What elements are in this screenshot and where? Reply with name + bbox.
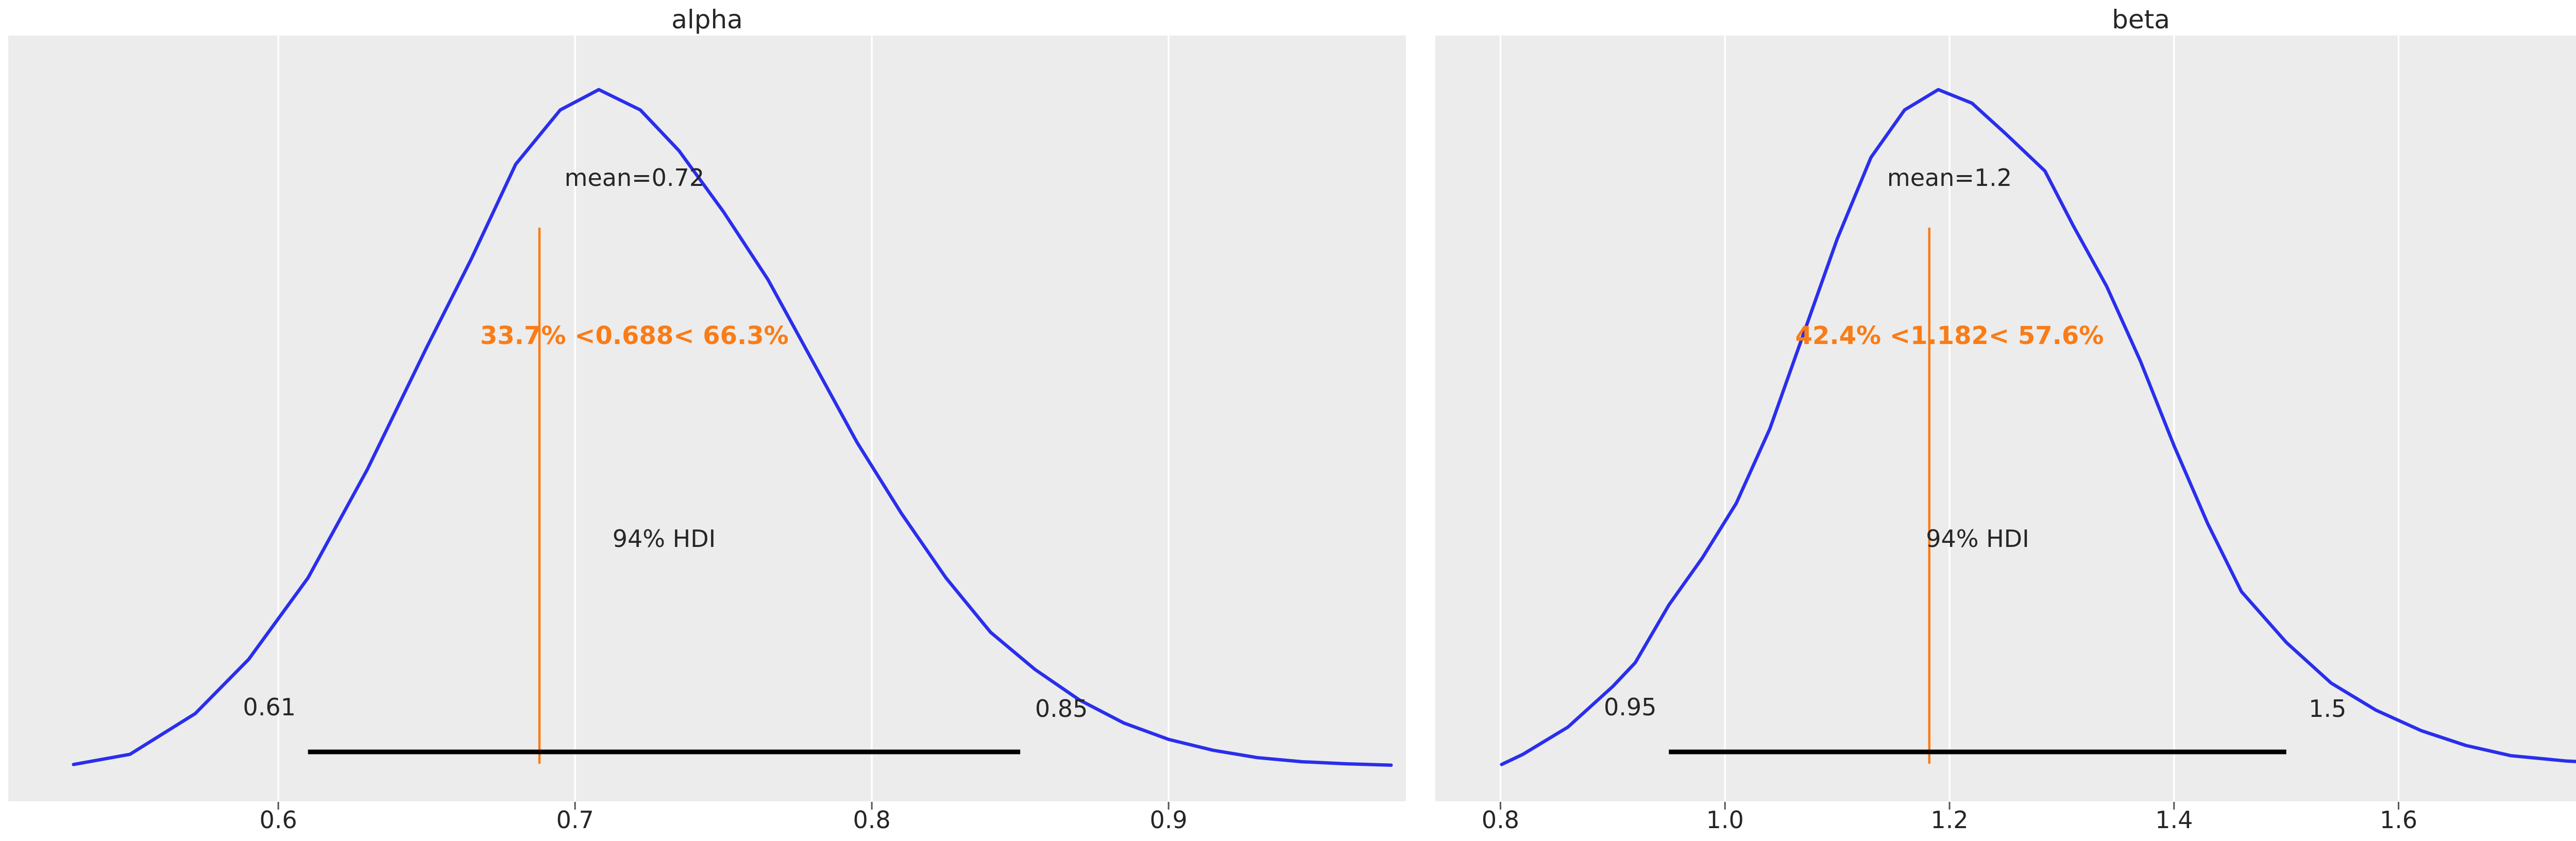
x-tick-label-alpha: 0.7 — [556, 806, 594, 834]
axes-panel-beta — [1435, 36, 2576, 801]
hdi-title-alpha: 94% HDI — [612, 525, 716, 553]
hdi-upper-beta: 1.5 — [2309, 695, 2347, 723]
x-tick-label-alpha: 0.9 — [1149, 806, 1188, 834]
x-tick-label-alpha: 0.6 — [259, 806, 297, 834]
x-tick-label-beta: 0.8 — [1481, 806, 1519, 834]
density-curve-alpha — [72, 88, 1393, 767]
x-tick-label-beta: 1.6 — [2380, 806, 2418, 834]
plot-title-alpha: alpha — [671, 5, 743, 35]
ref-val-label-alpha: 33.7% <0.688< 66.3% — [480, 321, 789, 350]
x-tick-label-beta: 1.2 — [1930, 806, 1969, 834]
ref-val-label-beta: 42.4% <1.182< 57.6% — [1795, 321, 2104, 350]
x-tick-label-beta: 1.4 — [2155, 806, 2193, 834]
x-tick-label-beta: 1.0 — [1706, 806, 1744, 834]
x-tick-label-alpha: 0.8 — [853, 806, 891, 834]
mean-label-alpha: mean=0.72 — [564, 164, 705, 192]
hdi-lower-beta: 0.95 — [1604, 693, 1657, 721]
hdi-lower-alpha: 0.61 — [243, 693, 296, 721]
hdi-upper-alpha: 0.85 — [1035, 695, 1088, 723]
axes-panel-alpha — [8, 36, 1406, 801]
mean-label-beta: mean=1.2 — [1887, 164, 2012, 192]
hdi-title-beta: 94% HDI — [1926, 525, 2029, 553]
density-curve-beta — [1500, 88, 2576, 766]
plot-title-beta: beta — [2112, 5, 2170, 35]
